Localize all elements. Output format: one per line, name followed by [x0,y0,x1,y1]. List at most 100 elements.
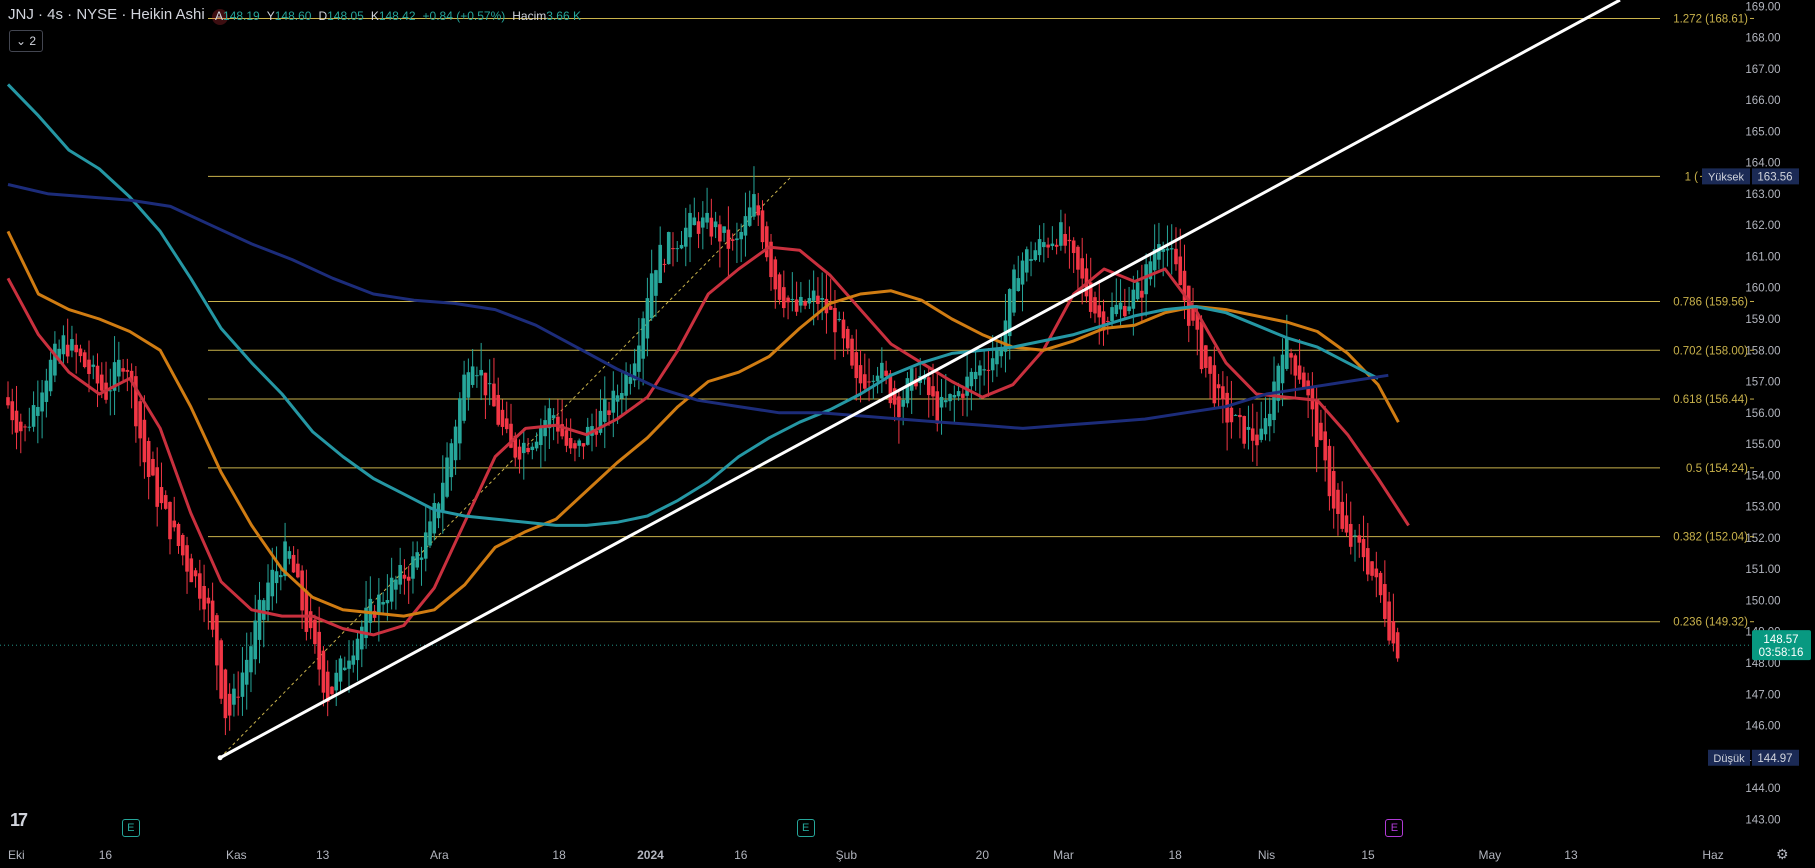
candle-body [236,696,240,698]
candle-body [803,301,807,306]
candle-body [1016,278,1021,292]
candle-body [330,686,334,695]
y-tick-label: 168.00 [1745,33,1780,45]
candle-body [31,405,36,427]
candle-body [125,369,130,372]
candle-body [87,359,91,374]
candle-body [1272,381,1276,421]
tradingview-logo-icon[interactable]: 17 [10,810,28,830]
candle-body [1127,306,1131,312]
candle-body [364,607,368,639]
candle-body [317,631,321,670]
candle-body [466,372,471,398]
candle-body [475,375,479,377]
x-tick-label: May [1478,848,1501,862]
candle-body [611,390,616,413]
candle-body [99,374,104,391]
candle-body [189,558,194,583]
candle-body [534,441,539,449]
candle-body [65,344,70,357]
candle-body [1152,249,1157,271]
candle-body [176,523,181,547]
candle-body [1353,535,1357,537]
candle-body [134,376,138,427]
candle-body [381,601,385,605]
candle-body [1093,297,1097,314]
candle-body [146,441,151,477]
candle-body [1250,428,1255,441]
candle-body [398,565,402,585]
candle-body [1029,259,1033,261]
x-tick-label: Ara [430,848,449,862]
candle-body [961,393,965,398]
candle-body [500,409,505,427]
candle-body [1007,289,1012,337]
candle-body [121,368,125,372]
y-tick-label: 163.00 [1745,189,1780,201]
collapse-indicators-button[interactable]: ⌄ 2 [9,30,43,52]
candle-body [598,410,603,433]
x-tick-label: Haz [1702,848,1723,862]
candle-body [905,378,910,404]
candle-body [645,298,650,339]
candle-body [360,626,364,650]
candle-body [624,371,628,396]
candle-body [1088,282,1093,312]
y-tick-label: 151.00 [1745,564,1780,576]
candle-body [61,335,66,355]
candle-body [564,430,569,446]
candle-body [1059,222,1063,246]
ohlc-key: K [370,9,379,23]
y-tick-label: 154.00 [1745,470,1780,482]
earnings-event-icon[interactable]: E [796,819,815,837]
candle-body [287,551,292,559]
candle-body [1344,515,1349,533]
candle-body [406,576,411,581]
candle-body [986,369,991,371]
candle-body [1118,302,1123,310]
ohlc-value: 3.66 K [546,9,581,23]
y-tick-label: 158.00 [1745,345,1780,357]
candle-body [304,590,309,632]
candle-body [36,406,40,416]
candle-body [1076,246,1080,270]
candle-body [585,426,590,445]
candle-body [649,273,654,319]
y-tick-label: 166.00 [1745,95,1780,107]
earnings-event-icon[interactable]: E [121,819,140,837]
candle-body [6,397,10,406]
candle-body [163,495,168,509]
candle-body [1361,539,1366,558]
candle-body [1054,244,1059,247]
candle-body [773,259,778,290]
candle-body [1003,320,1008,352]
candle-body [1314,398,1319,447]
candle-body [385,600,390,604]
candle-body [513,435,518,458]
y-tick-label: 159.00 [1745,314,1780,326]
candle-body [1395,632,1400,659]
x-tick-label: Kas [226,848,247,862]
fib-trend-dashed-line [219,176,792,759]
y-tick-label: 156.00 [1745,408,1780,420]
candle-body [1067,239,1072,242]
candle-body [1233,414,1238,416]
candle-body [683,227,688,247]
y-tick-label: 143.00 [1745,814,1780,826]
symbol-title[interactable]: JNJ · 4s · NYSE · Heikin Ashi [8,6,205,23]
ohlc-key: Y [266,9,275,23]
candle-body [1297,365,1302,380]
candle-body [718,224,722,242]
fib-level-label: 0.5 (154.24) [1686,463,1748,475]
ohlc-value: +0.84 (+0.57%) [422,9,506,23]
candle-body [551,415,556,419]
x-tick-label: 13 [1564,848,1578,862]
candle-body [1374,568,1379,578]
candle-body [193,570,198,577]
gear-icon[interactable]: ⚙ [1776,846,1789,862]
candle-body [223,669,228,719]
candle-body [1331,471,1336,509]
candle-body [978,365,982,376]
earnings-event-icon[interactable]: E [1385,819,1404,837]
